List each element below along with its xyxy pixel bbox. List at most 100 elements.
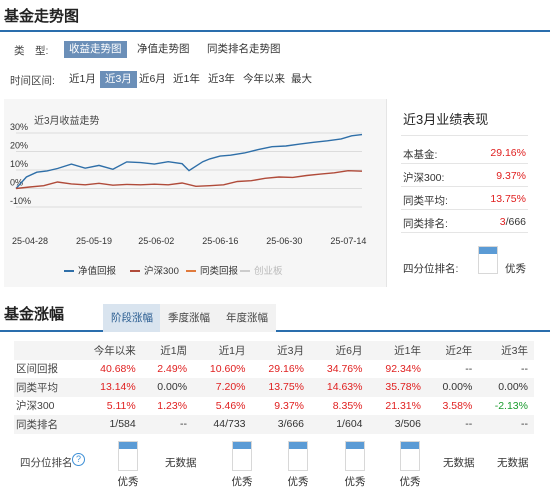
type-btn-rank-trend[interactable]: 同类排名走势图 — [207, 43, 281, 55]
interval-btn-1m[interactable]: 近1月 — [69, 73, 96, 85]
quartile-cell: 优秀 — [220, 441, 264, 488]
quartile-text: 优秀 — [117, 476, 139, 488]
row-label: 同类排名 — [14, 415, 76, 434]
performance-panel: 近3月业绩表现 本基金: 29.16% 沪深300: 9.37% 同类平均: 1… — [386, 99, 542, 287]
interval-btn-6m[interactable]: 近6月 — [139, 73, 166, 85]
quartile-indicator — [232, 441, 252, 471]
help-icon[interactable]: ? — [72, 453, 85, 466]
quartile-row-label: 四分位排名 — [20, 457, 73, 469]
y-tick-label: 10% — [10, 159, 28, 169]
perf-label: 沪深300: — [403, 172, 445, 184]
table-cell: 1/604 — [310, 415, 369, 434]
quartile-indicator — [478, 246, 498, 274]
legend-chinext-label: 创业板 — [254, 265, 283, 277]
perf-value: 29.16% — [490, 147, 526, 159]
table-cell: 35.78% — [368, 378, 427, 397]
table-cell: 7.20% — [193, 378, 252, 397]
quartile-nodata: 无数据 — [497, 457, 529, 469]
column-header: 近2年 — [426, 341, 479, 360]
interval-btn-ytd[interactable]: 今年以来 — [243, 73, 285, 85]
column-header: 今年以来 — [75, 341, 142, 360]
tab-annual-growth[interactable]: 年度涨幅 — [218, 304, 276, 332]
column-header: 近1月 — [193, 341, 252, 360]
divider — [401, 163, 528, 164]
quartile-text: 优秀 — [287, 476, 309, 488]
fund-growth-title: 基金涨幅 — [4, 306, 65, 323]
x-tick-label: 25-06-30 — [266, 236, 302, 246]
type-btn-return-trend[interactable]: 收益走势图 — [64, 41, 127, 58]
x-tick-label: 25-07-14 — [330, 236, 366, 246]
table-row-peer-average: 同类平均 13.14% 0.00% 7.20% 13.75% 14.63% 35… — [14, 378, 534, 397]
table-cell: 92.34% — [385, 362, 421, 375]
table-cell: 2.49% — [157, 362, 188, 375]
column-header: 近6月 — [310, 341, 369, 360]
type-btn-nav-trend[interactable]: 净值走势图 — [137, 43, 190, 55]
table-cell: 13.75% — [251, 378, 311, 397]
quartile-text: 优秀 — [344, 476, 366, 488]
table-cell: -- — [465, 362, 473, 375]
x-tick-label: 25-05-19 — [76, 236, 112, 246]
table-cell: 1.23% — [157, 399, 188, 412]
table-cell: 3.58% — [442, 399, 473, 412]
column-header: 近1周 — [141, 341, 194, 360]
column-header: 近3年 — [478, 341, 534, 360]
table-cell: 40.68% — [100, 362, 136, 375]
table-cell: 8.35% — [332, 399, 363, 412]
table-cell: 3/506 — [368, 415, 427, 434]
legend-hs300-label: 沪深300 — [144, 265, 179, 277]
x-tick-label: 25-04-28 — [12, 236, 48, 246]
quartile-indicator — [288, 441, 308, 471]
table-cell: -- — [521, 362, 528, 375]
quartile-fill — [401, 442, 419, 449]
perf-label: 本基金: — [403, 149, 438, 161]
table-cell: 5.46% — [215, 399, 246, 412]
interval-btn-1y[interactable]: 近1年 — [173, 73, 200, 85]
quartile-fill — [119, 442, 137, 449]
interval-label: 时间区间: — [10, 75, 55, 87]
quartile-cell: 优秀 — [388, 441, 432, 488]
table-cell: -2.13% — [494, 399, 528, 412]
y-tick-label: 20% — [10, 141, 28, 151]
table-cell: 29.16% — [268, 362, 305, 375]
table-cell: -- — [478, 415, 534, 434]
quartile-fill — [233, 442, 251, 449]
returns-table: 今年以来 近1周 近1月 近3月 近6月 近1年 近2年 近3年 区间回报 40… — [14, 341, 534, 434]
interval-btn-3y[interactable]: 近3年 — [208, 73, 235, 85]
interval-btn-3m[interactable]: 近3月 — [100, 71, 137, 88]
table-row-period-return: 区间回报 40.68% 2.49% 10.60% 29.16% 34.76% 9… — [14, 360, 534, 379]
table-cell: -- — [141, 415, 194, 434]
rank-total: /666 — [505, 216, 526, 228]
row-label: 区间回报 — [16, 363, 58, 376]
tab-stage-growth[interactable]: 阶段涨幅 — [103, 304, 161, 332]
chart-title: 近3月收益走势 — [34, 114, 100, 127]
perf-label: 同类排名: — [403, 218, 448, 230]
table-cell: 5.11% — [106, 399, 136, 412]
row-label: 沪深300 — [16, 400, 55, 413]
table-cell: 1/584 — [75, 415, 142, 434]
quartile-text: 优秀 — [399, 476, 421, 488]
table-row-hs300: 沪深300 5.11% 1.23% 5.46% 9.37% 8.35% 21.3… — [14, 397, 534, 416]
series-line-hs300 — [15, 169, 363, 190]
table-row-peer-rank: 同类排名 1/584 -- 44/733 3/666 1/604 3/506 -… — [14, 415, 534, 434]
divider — [401, 135, 528, 136]
series-line-fund — [15, 133, 363, 189]
table-cell: 9.37% — [274, 399, 305, 412]
quartile-cell: 优秀 — [276, 441, 320, 488]
perf-value: 3/666 — [500, 216, 526, 228]
fund-trend-title: 基金走势图 — [4, 8, 80, 25]
table-cell: 13.14% — [75, 378, 142, 397]
table-cell: 21.31% — [385, 399, 421, 412]
quartile-nodata: 无数据 — [165, 457, 197, 469]
y-tick-label: -10% — [10, 196, 31, 206]
y-tick-label: 0% — [10, 178, 23, 188]
corner-cell — [14, 341, 76, 360]
divider — [401, 186, 528, 187]
interval-btn-max[interactable]: 最大 — [291, 73, 312, 85]
quartile-text: 优秀 — [505, 263, 526, 275]
return-trend-chart[interactable]: 近3月收益走势 30% 20% 10% 0% -10% 25-04-28 25-05-19 2… — [4, 99, 376, 287]
table-cell: -- — [426, 415, 479, 434]
legend-peer-label: 同类回报 — [200, 265, 239, 277]
tab-quarter-growth[interactable]: 季度涨幅 — [160, 304, 218, 332]
table-cell: 34.76% — [326, 362, 363, 375]
table-cell: 0.00% — [141, 378, 194, 397]
